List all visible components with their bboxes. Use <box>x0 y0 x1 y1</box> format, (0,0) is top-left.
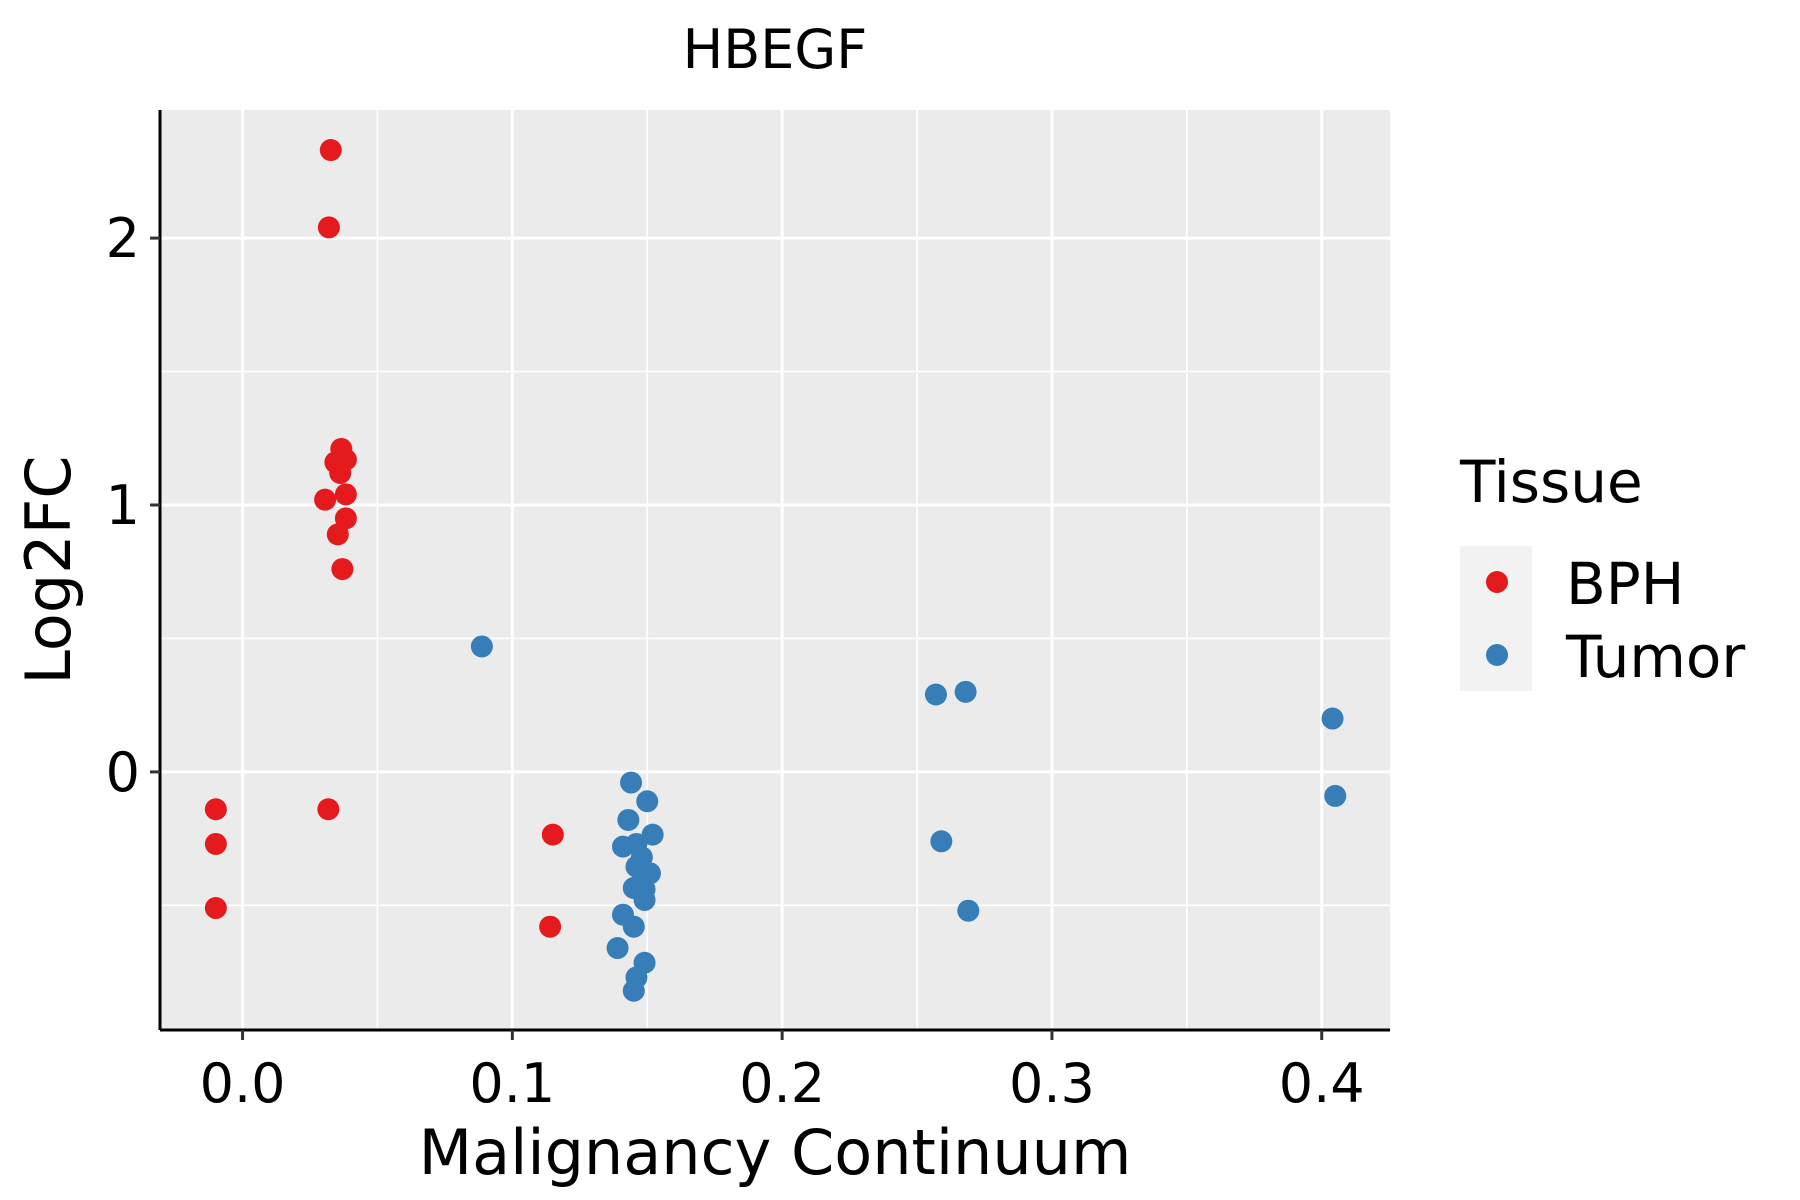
data-point-tumor <box>930 830 953 853</box>
data-point-bph <box>541 823 564 846</box>
data-point-bph <box>329 461 352 484</box>
data-point-tumor <box>924 683 947 706</box>
legend-label-tumor: Tumor <box>1565 623 1745 691</box>
x-axis-title: Malignancy Continuum <box>419 1116 1132 1189</box>
data-point-tumor <box>622 915 645 938</box>
x-tick-label: 0.0 <box>200 1052 286 1115</box>
legend-key-tumor <box>1486 644 1508 666</box>
legend-label-bph: BPH <box>1566 550 1684 618</box>
data-point-tumor <box>617 808 640 831</box>
data-point-bph <box>204 798 227 821</box>
legend-key-background <box>1460 546 1532 691</box>
data-point-tumor <box>622 979 645 1002</box>
legend-title: Tissue <box>1459 448 1643 516</box>
data-point-tumor <box>620 771 643 794</box>
data-point-tumor <box>633 889 656 912</box>
plot-panel <box>160 110 1390 1030</box>
y-tick-label: 1 <box>106 474 140 537</box>
data-point-tumor <box>957 899 980 922</box>
data-point-tumor <box>1321 707 1344 730</box>
legend: Tissue BPH Tumor <box>1459 448 1745 691</box>
data-point-bph <box>204 897 227 920</box>
y-tick-label: 0 <box>106 741 140 804</box>
y-axis-title: Log2FC <box>12 455 85 684</box>
ticks: 0.0 0.1 0.2 0.3 0.4 0 1 2 <box>106 207 1365 1115</box>
chart-title: HBEGF <box>683 18 868 81</box>
data-point-tumor <box>641 823 664 846</box>
data-point-bph <box>539 915 562 938</box>
y-tick-label: 2 <box>106 207 140 270</box>
data-point-bph <box>317 798 340 821</box>
x-tick-label: 0.2 <box>739 1052 825 1115</box>
data-point-tumor <box>954 680 977 703</box>
x-tick-label: 0.3 <box>1009 1052 1095 1115</box>
data-point-bph <box>326 523 349 546</box>
x-tick-label: 0.1 <box>469 1052 555 1115</box>
data-point-bph <box>319 139 342 162</box>
legend-key-bph <box>1486 571 1508 593</box>
points <box>204 139 1347 1002</box>
data-point-bph <box>204 832 227 855</box>
data-point-bph <box>334 483 357 506</box>
x-tick-label: 0.4 <box>1279 1052 1365 1115</box>
data-point-tumor <box>606 937 629 960</box>
data-point-tumor <box>1324 784 1347 807</box>
data-point-bph <box>314 488 337 511</box>
grid <box>160 110 1390 1030</box>
data-point-bph <box>317 216 340 239</box>
data-point-tumor <box>636 790 659 813</box>
data-point-tumor <box>470 635 493 658</box>
data-point-bph <box>331 558 354 581</box>
